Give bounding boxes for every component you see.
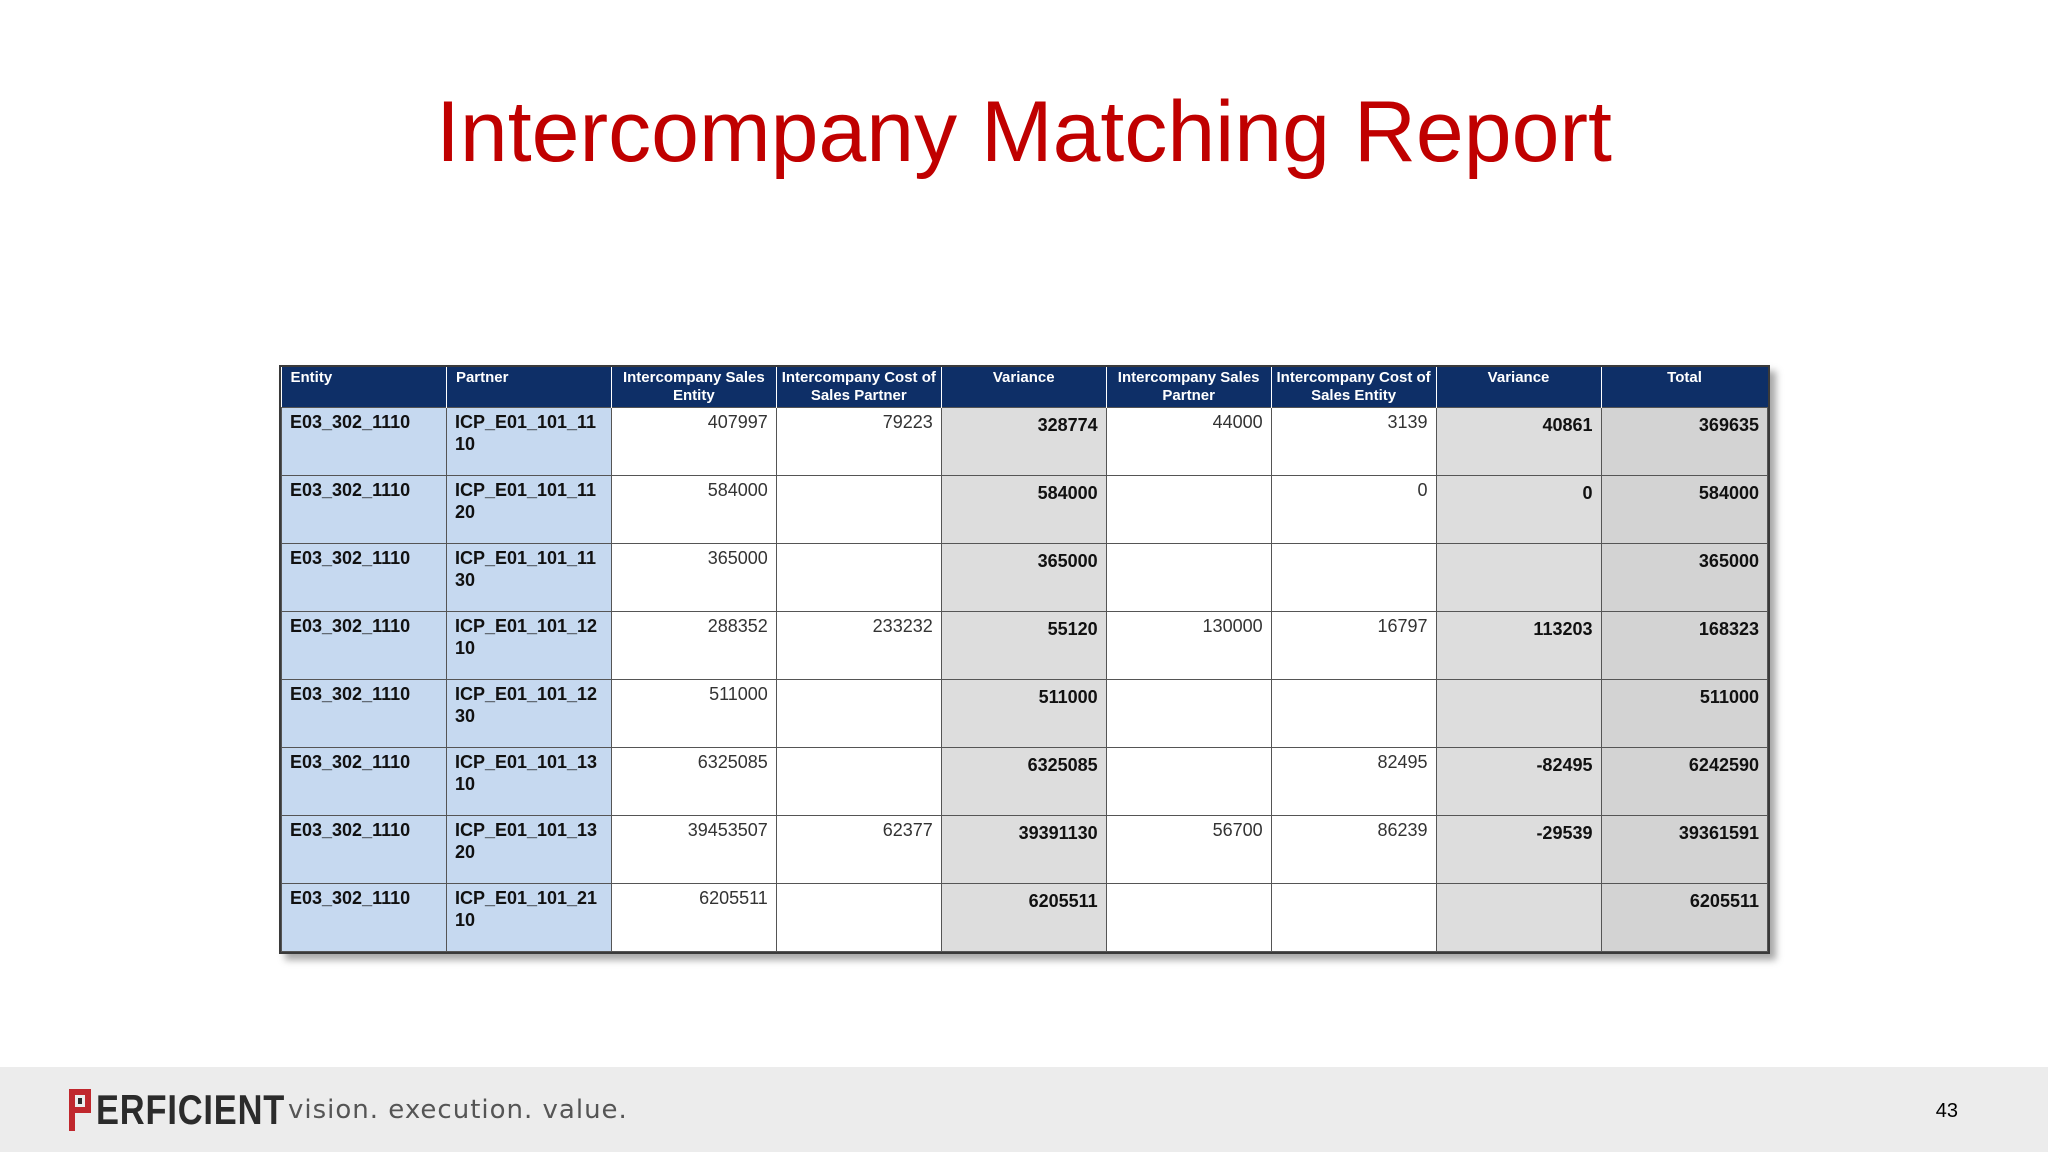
ic-cost-sales-entity-cell	[1270, 543, 1437, 612]
variance-2-cell: 113203	[1435, 611, 1602, 680]
ic-sales-partner-cell	[1105, 475, 1272, 544]
ic-sales-partner-cell: 44000	[1105, 407, 1272, 476]
ic-cost-sales-partner-cell: 79223	[775, 407, 942, 476]
ic-sales-entity-cell: 288352	[610, 611, 777, 680]
ic-cost-sales-entity-cell	[1270, 679, 1437, 748]
ic-sales-entity-cell: 6205511	[610, 883, 777, 952]
header-ic-sales-partner: Intercompany Sales Partner	[1105, 367, 1272, 408]
variance-2-cell: 40861	[1435, 407, 1602, 476]
logo-wordmark: ERFICIENT	[96, 1086, 286, 1133]
ic-sales-entity-cell: 39453507	[610, 815, 777, 884]
variance-1-cell: 6205511	[940, 883, 1107, 952]
ic-sales-partner-cell	[1105, 747, 1272, 816]
ic-cost-sales-partner-cell: 233232	[775, 611, 942, 680]
partner-cell: ICP_E01_101_1230	[445, 679, 612, 748]
entity-cell: E03_302_1110	[281, 815, 447, 884]
variance-2-cell	[1435, 679, 1602, 748]
total-cell: 369635	[1600, 407, 1768, 476]
page-number: 43	[1935, 1100, 1958, 1122]
variance-1-cell: 39391130	[940, 815, 1107, 884]
ic-sales-entity-cell: 511000	[610, 679, 777, 748]
ic-cost-sales-partner-cell	[775, 679, 942, 748]
ic-cost-sales-entity-cell	[1270, 883, 1437, 952]
table-row: E03_302_1110 ICP_E01_101_1210 288352 233232…	[281, 611, 1768, 680]
variance-1-cell: 55120	[940, 611, 1107, 680]
variance-2-cell: -29539	[1435, 815, 1602, 884]
ic-sales-entity-cell: 365000	[610, 543, 777, 612]
ic-cost-sales-entity-cell: 3139	[1270, 407, 1437, 476]
ic-cost-sales-partner-cell	[775, 475, 942, 544]
ic-cost-sales-entity-cell: 16797	[1270, 611, 1437, 680]
variance-1-cell: 328774	[940, 407, 1107, 476]
entity-cell: E03_302_1110	[281, 883, 447, 952]
header-ic-sales-entity: Intercompany Sales Entity	[610, 367, 777, 408]
ic-cost-sales-partner-cell	[775, 883, 942, 952]
total-cell: 511000	[1600, 679, 1768, 748]
footer-bar: ERFICIENT vision. execution. value. 43	[0, 1067, 2048, 1152]
ic-sales-entity-cell: 407997	[610, 407, 777, 476]
partner-cell: ICP_E01_101_1210	[445, 611, 612, 680]
ic-cost-sales-partner-cell	[775, 543, 942, 612]
entity-cell: E03_302_1110	[281, 475, 447, 544]
page-title: Intercompany Matching Report	[436, 84, 1612, 180]
entity-cell: E03_302_1110	[281, 543, 447, 612]
header-total: Total	[1600, 367, 1768, 408]
variance-1-cell: 365000	[940, 543, 1107, 612]
ic-sales-partner-cell: 130000	[1105, 611, 1272, 680]
ic-cost-sales-entity-cell: 86239	[1270, 815, 1437, 884]
entity-cell: E03_302_1110	[281, 407, 447, 476]
entity-cell: E03_302_1110	[281, 611, 447, 680]
header-variance-2: Variance	[1435, 367, 1601, 408]
variance-2-cell	[1435, 883, 1602, 952]
variance-2-cell: 0	[1435, 475, 1602, 544]
ic-sales-partner-cell	[1105, 543, 1272, 612]
table-row: E03_302_1110 ICP_E01_101_1310 6325085 63250…	[281, 747, 1768, 816]
ic-cost-sales-partner-cell: 62377	[775, 815, 942, 884]
header-ic-cost-of-sales-partner: Intercompany Cost of Sales Partner	[775, 367, 942, 408]
table-row: E03_302_1110 ICP_E01_101_1110 407997 79223 3…	[281, 407, 1768, 476]
partner-cell: ICP_E01_101_2110	[445, 883, 612, 952]
ic-sales-partner-cell: 56700	[1105, 815, 1272, 884]
partner-cell: ICP_E01_101_1320	[445, 815, 612, 884]
header-partner: Partner	[445, 367, 612, 408]
total-cell: 39361591	[1600, 815, 1768, 884]
table-row: E03_302_1110 ICP_E01_101_1230 511000 511000…	[281, 679, 1768, 748]
table-header-row: Entity Partner Intercompany Sales Entity…	[281, 367, 1768, 408]
table-row: E03_302_1110 ICP_E01_101_2110 6205511 62055…	[281, 883, 1768, 952]
partner-cell: ICP_E01_101_1110	[445, 407, 612, 476]
header-variance-1: Variance	[940, 367, 1107, 408]
variance-2-cell	[1435, 543, 1602, 612]
table-row: E03_302_1110 ICP_E01_101_1320 39453507 6237…	[281, 815, 1768, 884]
entity-cell: E03_302_1110	[281, 679, 447, 748]
header-ic-cost-of-sales-entity: Intercompany Cost of Sales Entity	[1270, 367, 1437, 408]
variance-1-cell: 511000	[940, 679, 1107, 748]
tagline: vision. execution. value.	[288, 1095, 628, 1125]
ic-cost-sales-entity-cell: 0	[1270, 475, 1437, 544]
partner-cell: ICP_E01_101_1120	[445, 475, 612, 544]
perficient-p-icon	[69, 1089, 91, 1131]
total-cell: 6205511	[1600, 883, 1768, 952]
matching-report-table: Entity Partner Intercompany Sales Entity…	[279, 365, 1770, 954]
variance-2-cell: -82495	[1435, 747, 1602, 816]
table-row: E03_302_1110 ICP_E01_101_1130 365000 365000…	[281, 543, 1768, 612]
ic-sales-entity-cell: 584000	[610, 475, 777, 544]
partner-cell: ICP_E01_101_1130	[445, 543, 612, 612]
header-entity: Entity	[281, 367, 447, 408]
ic-cost-sales-entity-cell: 82495	[1270, 747, 1437, 816]
total-cell: 365000	[1600, 543, 1768, 612]
total-cell: 168323	[1600, 611, 1768, 680]
ic-sales-partner-cell	[1105, 883, 1272, 952]
ic-sales-entity-cell: 6325085	[610, 747, 777, 816]
perficient-logo: ERFICIENT	[68, 1087, 327, 1133]
table-row: E03_302_1110 ICP_E01_101_1120 584000 584000…	[281, 475, 1768, 544]
variance-1-cell: 584000	[940, 475, 1107, 544]
total-cell: 6242590	[1600, 747, 1768, 816]
ic-sales-partner-cell	[1105, 679, 1272, 748]
entity-cell: E03_302_1110	[281, 747, 447, 816]
partner-cell: ICP_E01_101_1310	[445, 747, 612, 816]
variance-1-cell: 6325085	[940, 747, 1107, 816]
total-cell: 584000	[1600, 475, 1768, 544]
ic-cost-sales-partner-cell	[775, 747, 942, 816]
